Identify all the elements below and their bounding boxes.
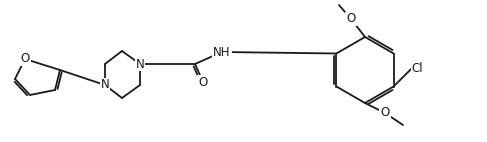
Text: O: O bbox=[198, 76, 207, 88]
Text: N: N bbox=[135, 58, 144, 70]
Text: O: O bbox=[346, 12, 356, 26]
Text: NH: NH bbox=[213, 45, 231, 59]
Text: N: N bbox=[101, 79, 110, 91]
Text: O: O bbox=[380, 106, 390, 120]
Text: Cl: Cl bbox=[412, 62, 423, 75]
Text: O: O bbox=[20, 53, 30, 65]
